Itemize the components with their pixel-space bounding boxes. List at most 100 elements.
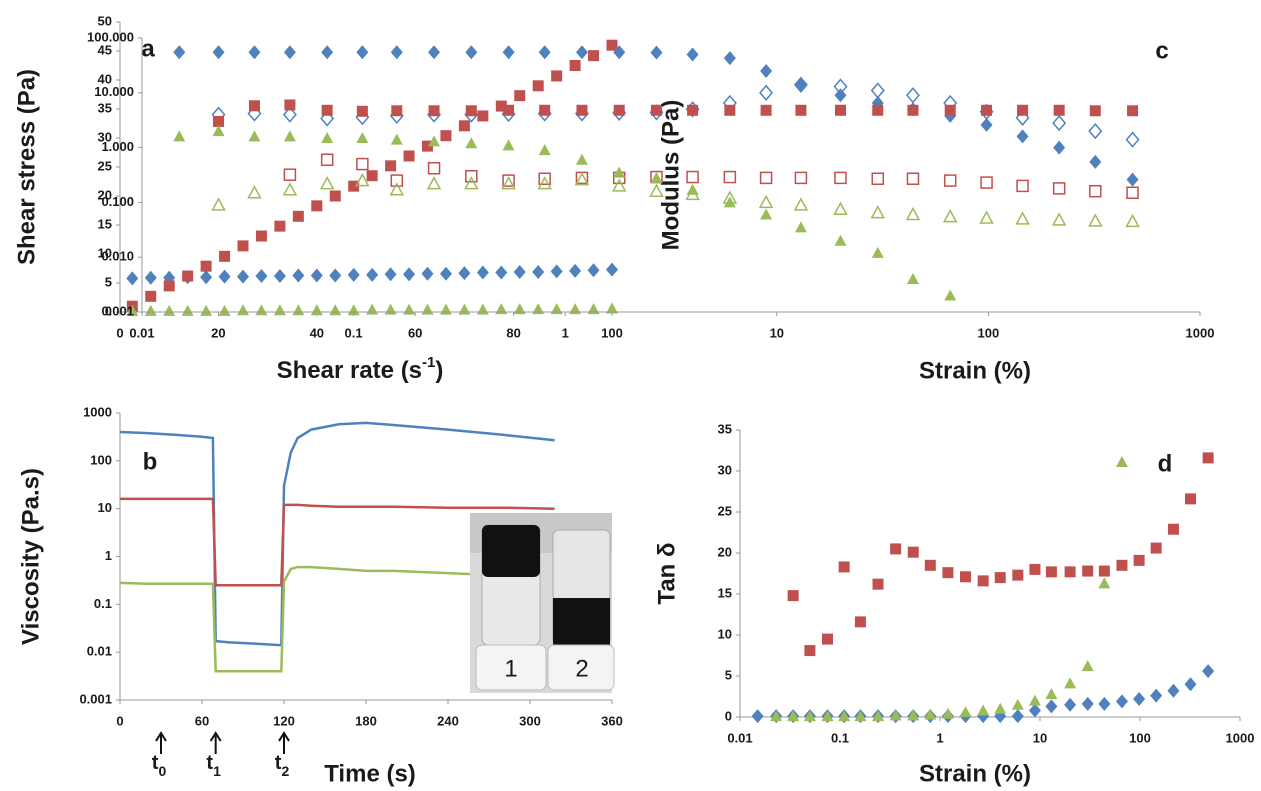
data-point — [237, 269, 249, 284]
data-point — [787, 590, 799, 602]
data-point — [538, 144, 551, 156]
data-point — [1011, 709, 1024, 724]
data-point — [427, 161, 441, 175]
data-point — [613, 45, 626, 60]
data-point — [212, 125, 225, 137]
data-point — [538, 172, 551, 186]
data-point — [163, 280, 175, 292]
data-point — [356, 157, 369, 171]
y-tick-label: 10.000 — [94, 84, 134, 99]
data-point — [793, 76, 808, 93]
data-point — [320, 153, 334, 167]
data-point — [458, 303, 471, 315]
data-point — [941, 707, 954, 719]
data-point — [1089, 184, 1102, 198]
data-point — [465, 170, 478, 183]
data-point — [1052, 114, 1067, 132]
data-point — [760, 208, 773, 220]
y-tick-label: 100.000 — [87, 29, 134, 44]
data-point — [321, 104, 333, 116]
data-point — [283, 130, 296, 142]
data-point — [283, 45, 296, 60]
data-point — [994, 702, 1007, 714]
data-point — [760, 104, 772, 116]
time-marker-label: t1 — [206, 752, 221, 778]
data-line — [119, 421, 555, 647]
data-point — [834, 104, 846, 116]
data-point — [200, 260, 212, 272]
data-point — [539, 104, 551, 116]
data-point — [1064, 677, 1077, 689]
data-point — [1202, 664, 1215, 679]
data-point — [1115, 694, 1128, 709]
data-point — [391, 105, 403, 117]
y-tick-label: 20 — [98, 187, 112, 202]
y-axis-title: Shear stress (Pa) — [13, 69, 40, 265]
data-point — [255, 230, 267, 242]
data-point — [502, 174, 515, 187]
y-tick-label: 15 — [718, 585, 732, 600]
data-point — [1028, 703, 1041, 718]
data-point — [347, 267, 360, 282]
data-point — [200, 304, 213, 316]
time-marker-text: t — [152, 752, 159, 774]
data-point — [834, 88, 847, 103]
x-axis-title: Time (s) — [324, 760, 416, 787]
data-point — [1015, 211, 1030, 225]
data-point — [959, 706, 972, 718]
data-point — [421, 266, 434, 281]
data-point — [284, 99, 296, 111]
data-point — [476, 303, 489, 315]
data-point — [650, 45, 663, 60]
data-point — [513, 264, 526, 279]
time-arrow-head — [155, 731, 167, 742]
data-point — [464, 176, 479, 190]
data-point — [282, 182, 298, 196]
data-point — [724, 104, 736, 116]
data-point — [513, 303, 526, 315]
y-tick-label: 50 — [98, 13, 112, 28]
x-tick-label: 60 — [195, 713, 209, 728]
data-point — [944, 104, 956, 116]
data-point — [723, 51, 736, 66]
data-point — [145, 290, 157, 302]
y-tick-label: 30 — [718, 462, 732, 477]
data-point — [355, 173, 370, 187]
y-tick-label: 1000 — [83, 404, 112, 419]
data-point — [870, 205, 886, 219]
data-point — [211, 197, 226, 211]
data-point — [650, 171, 663, 183]
data-point — [200, 270, 213, 285]
data-point — [384, 267, 397, 282]
data-point — [793, 197, 809, 211]
data-point — [1150, 542, 1162, 554]
data-point — [476, 265, 489, 280]
data-point — [686, 47, 699, 62]
x-tick-label: 1000 — [1186, 325, 1215, 340]
data-point — [751, 709, 764, 724]
data-point — [465, 105, 477, 117]
data-point — [924, 708, 937, 720]
panel-label: a — [141, 35, 155, 62]
data-point — [759, 171, 773, 185]
data-point — [588, 50, 600, 62]
data-point — [979, 210, 994, 224]
data-point — [310, 268, 323, 283]
data-point — [329, 190, 341, 202]
data-point — [686, 170, 699, 184]
y-tick-label: 45 — [98, 42, 112, 57]
data-point — [1082, 565, 1094, 577]
data-point — [1016, 129, 1029, 144]
data-point — [872, 104, 884, 116]
data-point — [574, 172, 590, 186]
x-tick-label: 80 — [506, 325, 520, 340]
data-point — [687, 104, 699, 116]
data-point — [1115, 455, 1128, 467]
data-point — [426, 176, 442, 190]
data-point — [311, 200, 323, 212]
data-point — [587, 303, 600, 315]
data-point — [356, 105, 368, 117]
data-point — [907, 546, 919, 558]
y-tick-label: 10 — [98, 500, 112, 515]
inset-label: 1 — [504, 655, 517, 682]
